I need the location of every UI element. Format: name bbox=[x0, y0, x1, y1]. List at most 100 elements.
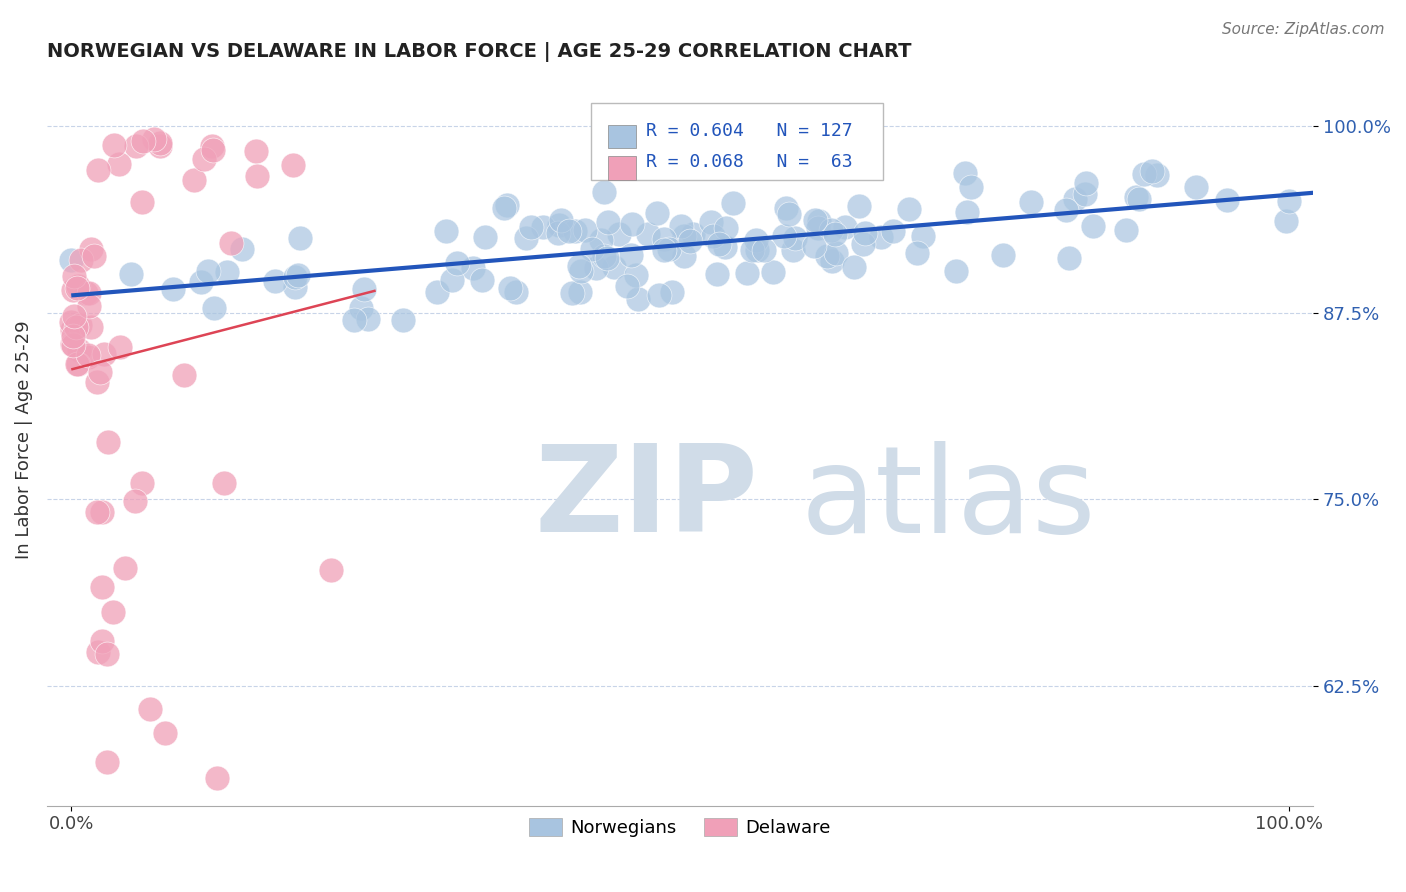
Point bbox=[62, 269, 84, 284]
Point bbox=[69, 253, 91, 268]
Point bbox=[808, 214, 831, 228]
Point bbox=[589, 233, 612, 247]
Point bbox=[672, 229, 695, 244]
Point bbox=[319, 563, 342, 577]
Point bbox=[707, 236, 730, 251]
Point bbox=[679, 234, 702, 248]
Point bbox=[803, 213, 825, 227]
Point bbox=[596, 251, 619, 265]
Point bbox=[471, 273, 494, 287]
Point bbox=[953, 166, 976, 180]
Point bbox=[110, 340, 132, 354]
Point bbox=[564, 224, 586, 238]
Point bbox=[807, 221, 830, 235]
Point bbox=[215, 265, 238, 279]
Point bbox=[714, 221, 737, 235]
Point bbox=[1125, 190, 1147, 204]
Point bbox=[616, 279, 638, 293]
Point bbox=[86, 376, 108, 390]
Point bbox=[1054, 202, 1077, 217]
Point bbox=[700, 215, 723, 229]
Point bbox=[67, 343, 90, 357]
Point bbox=[284, 270, 307, 285]
Point bbox=[66, 357, 89, 371]
Point bbox=[207, 771, 229, 785]
Point bbox=[93, 347, 115, 361]
Point bbox=[624, 268, 647, 282]
Point bbox=[131, 195, 153, 210]
Point bbox=[79, 286, 101, 301]
Point bbox=[1064, 192, 1087, 206]
Point bbox=[548, 219, 571, 233]
Point bbox=[245, 145, 267, 159]
Point bbox=[627, 292, 650, 306]
Point bbox=[67, 279, 90, 293]
Point bbox=[62, 329, 84, 343]
Point bbox=[281, 159, 304, 173]
Point bbox=[173, 368, 195, 382]
Point bbox=[785, 231, 807, 245]
Point bbox=[912, 228, 935, 243]
Point bbox=[201, 139, 224, 153]
Point bbox=[603, 260, 626, 274]
Point bbox=[706, 267, 728, 281]
Point bbox=[568, 259, 591, 273]
Point bbox=[139, 702, 162, 716]
Point bbox=[1083, 219, 1105, 233]
Point bbox=[132, 134, 155, 148]
Point bbox=[569, 285, 592, 299]
Point bbox=[67, 357, 90, 371]
Point bbox=[391, 313, 413, 327]
Point bbox=[533, 219, 555, 234]
FancyBboxPatch shape bbox=[592, 103, 883, 179]
Point bbox=[148, 139, 170, 153]
Point bbox=[69, 318, 91, 332]
Point bbox=[350, 301, 373, 315]
Point bbox=[1216, 193, 1239, 207]
Point bbox=[1057, 252, 1080, 266]
Point bbox=[607, 227, 630, 241]
Point bbox=[202, 143, 225, 157]
Point bbox=[824, 227, 846, 241]
Point bbox=[499, 280, 522, 294]
Point bbox=[762, 265, 785, 279]
Point bbox=[79, 320, 101, 334]
Point bbox=[221, 235, 243, 250]
Point bbox=[101, 605, 124, 619]
Point bbox=[652, 232, 675, 246]
Point bbox=[505, 285, 527, 299]
Point bbox=[637, 227, 659, 242]
Point bbox=[62, 283, 84, 297]
Point bbox=[80, 242, 103, 256]
Legend: Norwegians, Delaware: Norwegians, Delaware bbox=[522, 811, 838, 844]
Point bbox=[108, 157, 131, 171]
Point bbox=[592, 250, 614, 264]
Point bbox=[869, 229, 891, 244]
Text: R = 0.068   N =  63: R = 0.068 N = 63 bbox=[645, 153, 852, 171]
Point bbox=[550, 213, 572, 227]
Text: ZIP: ZIP bbox=[534, 440, 758, 557]
Point bbox=[124, 493, 146, 508]
Point bbox=[815, 249, 838, 263]
Point bbox=[569, 263, 592, 277]
Point bbox=[882, 224, 904, 238]
Point bbox=[83, 249, 105, 263]
Point bbox=[120, 267, 142, 281]
Point bbox=[162, 282, 184, 296]
Point bbox=[492, 202, 515, 216]
Point bbox=[114, 561, 136, 575]
Point bbox=[214, 476, 236, 491]
Text: atlas: atlas bbox=[800, 442, 1097, 558]
Point bbox=[60, 252, 83, 267]
Point bbox=[561, 286, 583, 301]
Point bbox=[621, 218, 644, 232]
Point bbox=[647, 287, 669, 301]
Point bbox=[124, 139, 146, 153]
Point bbox=[752, 244, 775, 258]
Point bbox=[62, 337, 84, 351]
Point bbox=[66, 281, 89, 295]
Point bbox=[1132, 167, 1154, 181]
Point bbox=[645, 206, 668, 220]
Point bbox=[820, 222, 842, 236]
Point bbox=[65, 320, 87, 334]
